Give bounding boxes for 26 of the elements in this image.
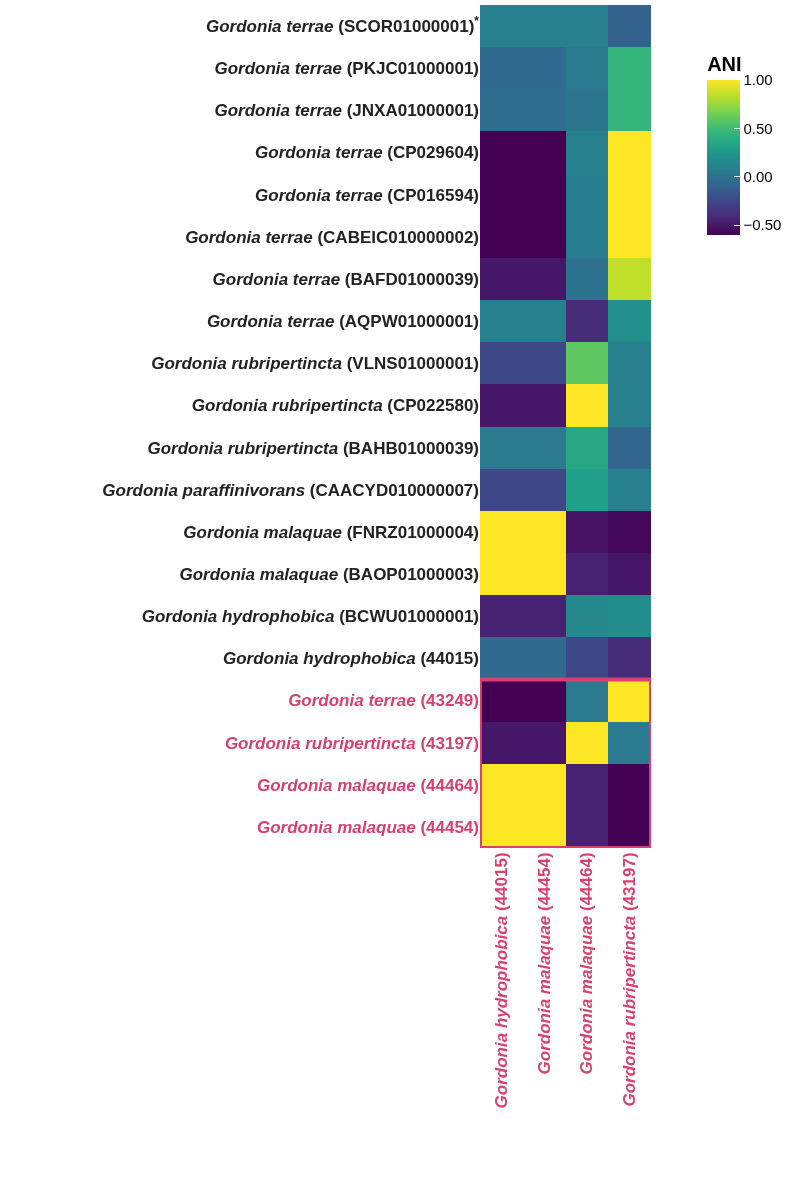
- y-tick-label: Gordonia malaquae (44454): [256, 817, 479, 837]
- color-bar-label: −0.50: [743, 216, 782, 234]
- y-tick-label: Gordonia terrae (BAFD01000039): [212, 269, 479, 289]
- y-tick-label: Gordonia terrae (JNXA01000001): [214, 101, 479, 121]
- y-tick-label: Gordonia rubripertincta (VLNS01000001): [151, 354, 479, 374]
- color-bar-label: 1.00: [743, 71, 773, 89]
- y-tick-label: Gordonia malaquae (BAOP01000003): [179, 564, 479, 584]
- y-tick-label: Gordonia malaquae (44464): [256, 775, 479, 795]
- y-tick-label: Gordonia paraffinivorans (CAACYD010000007): [102, 480, 479, 500]
- y-tick-label: Gordonia rubripertincta (CP022580): [191, 396, 479, 416]
- y-tick-label: Gordonia rubripertincta (BAHB01000039): [147, 438, 479, 458]
- y-tick-label: Gordonia terrae (43249): [288, 691, 479, 711]
- y-tick-label: Gordonia hydrophobica (44015): [223, 649, 479, 669]
- y-tick-label: Gordonia rubripertincta (43197): [224, 733, 479, 753]
- y-tick-label: Gordonia terrae (PKJC01000001): [214, 59, 479, 79]
- y-tick-label: Gordonia malaquae (FNRZ01000004): [183, 522, 479, 542]
- color-bar-label: 0.50: [743, 119, 773, 137]
- y-tick-label: Gordonia hydrophobica (BCWU01000001): [141, 607, 479, 627]
- color-bar-label: 0.00: [743, 168, 773, 186]
- y-tick-label: Gordonia terrae (AQPW01000001): [206, 312, 479, 332]
- color-bar-title: ANI: [707, 52, 742, 75]
- x-tick-label: Gordonia rubripertincta (43197): [620, 852, 640, 1107]
- y-tick-label: Gordonia terrae (CABEIC010000002): [185, 227, 479, 247]
- y-tick-label: Gordonia terrae (CP016594): [255, 185, 479, 205]
- y-tick-label: Gordonia terrae (CP029604): [255, 143, 479, 163]
- y-tick-label: Gordonia terrae (SCOR01000001)$^{*}$: [206, 13, 480, 37]
